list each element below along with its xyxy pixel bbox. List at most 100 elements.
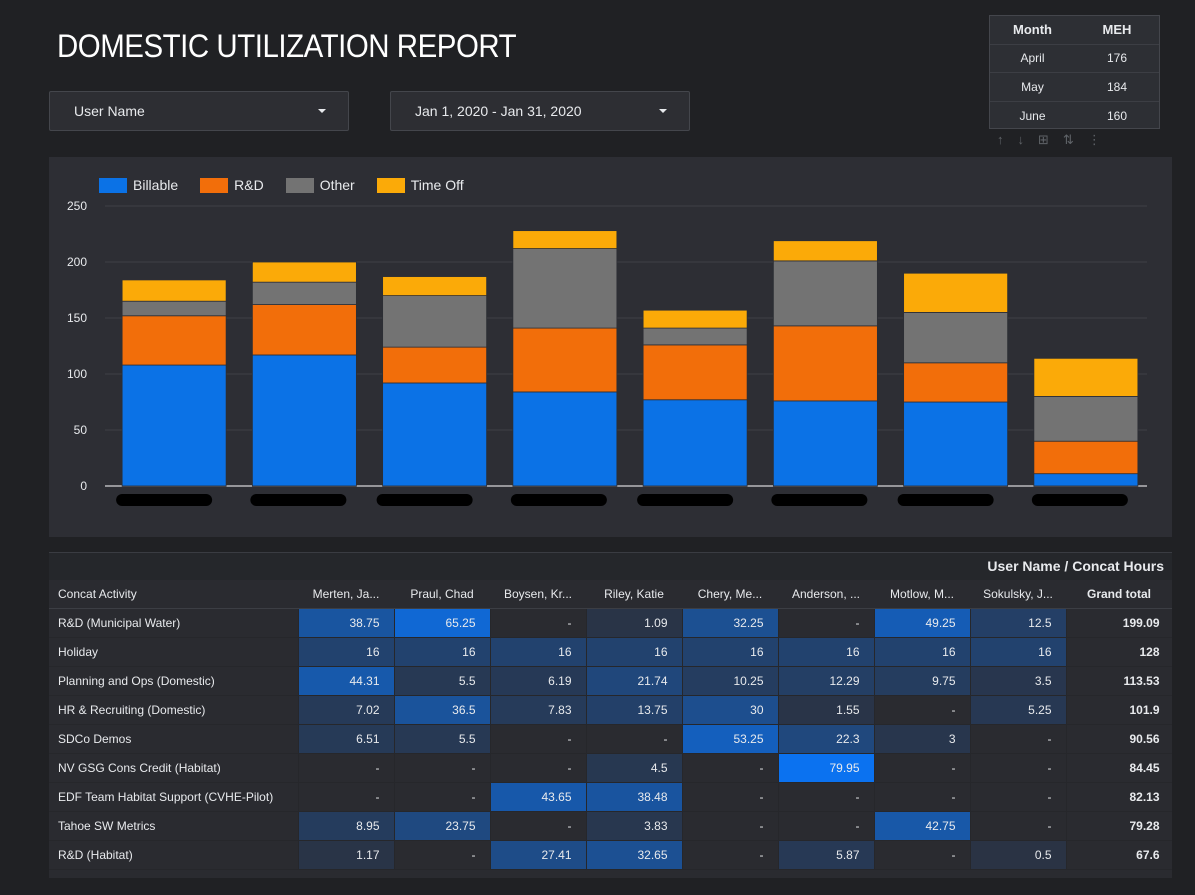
bar-segment[interactable]	[512, 327, 618, 393]
meh-row: May 184	[990, 73, 1159, 102]
chart-settings-icon[interactable]: ⊞	[1038, 132, 1049, 147]
bar-segment[interactable]	[512, 230, 618, 249]
hours-cell: 7.83	[490, 695, 587, 725]
bar-segment[interactable]	[772, 400, 878, 487]
bar-segment[interactable]	[121, 364, 227, 487]
column-header-user[interactable]: Boysen, Kr...	[490, 580, 586, 609]
column-header-user[interactable]: Chery, Me...	[682, 580, 778, 609]
legend-item-billable[interactable]: Billable	[99, 177, 178, 193]
bar-segment[interactable]	[512, 248, 618, 329]
column-header-user[interactable]: Riley, Katie	[586, 580, 682, 609]
x-tick-label-redacted	[1031, 494, 1128, 506]
legend-label: Time Off	[410, 177, 464, 193]
hours-cell: 23.75	[394, 811, 491, 841]
table-row[interactable]: EDF Team Habitat Support (CVHE-Pilot) - -4…	[49, 782, 1172, 812]
table-row[interactable]: HR & Recruiting (Domestic) 7.02 36.5 7.83 13…	[49, 695, 1172, 725]
bar-segment[interactable]	[1033, 357, 1139, 397]
hours-cell: 5.87	[778, 840, 875, 870]
grand-total-cell: 101.9	[1066, 695, 1172, 725]
bar-segment[interactable]	[772, 325, 878, 402]
hours-cell: 36.5	[394, 695, 491, 725]
table-row[interactable]: R&D (Municipal Water) 38.75 65.25-1.09 32.2…	[49, 608, 1172, 638]
bar-segment[interactable]	[903, 362, 1009, 403]
column-header-grand-total[interactable]: Grand total	[1066, 580, 1172, 609]
bar-segment[interactable]	[642, 344, 748, 401]
table-row[interactable]: SDCo Demos 6.51 5.5- -53.25 22.3 3-90.56	[49, 724, 1172, 754]
hours-cell: 53.25	[682, 724, 779, 754]
table-row[interactable]: NV GSG Cons Credit (Habitat) - - -4.5-79.95…	[49, 753, 1172, 783]
meh-value: 176	[1106, 51, 1128, 66]
legend-item-time-off[interactable]: Time Off	[376, 177, 464, 193]
bar-segment[interactable]	[1033, 395, 1139, 442]
column-header-user[interactable]: Anderson, ...	[778, 580, 874, 609]
meh-header-meh[interactable]: MEH	[1102, 22, 1132, 38]
hours-cell: 43.65	[490, 782, 587, 812]
column-header-user[interactable]: Motlow, M...	[874, 580, 970, 609]
bar-segment[interactable]	[512, 391, 618, 487]
column-header-user[interactable]: Sokulsky, J...	[970, 580, 1066, 609]
bar-segment[interactable]	[903, 311, 1009, 364]
hours-cell: 3.5	[970, 666, 1067, 696]
date-range-filter[interactable]: Jan 1, 2020 - Jan 31, 2020	[390, 91, 690, 131]
hours-cell: -	[490, 811, 587, 841]
meh-header-month[interactable]: Month	[1013, 22, 1052, 38]
hours-cell: 27.41	[490, 840, 587, 870]
legend-swatch-time-off	[376, 177, 405, 193]
hours-cell: -	[490, 608, 587, 638]
activity-cell: Planning and Ops (Domestic)	[49, 666, 299, 696]
bar-segment[interactable]	[382, 382, 488, 487]
table-row[interactable]: R&D (Habitat) 1.17-27.41 32.65-5.87-0.5 67.…	[49, 840, 1172, 870]
sort-az-icon[interactable]: ⇅	[1062, 132, 1074, 147]
hours-cell: 9.75	[874, 666, 971, 696]
meh-row: April 176	[990, 45, 1159, 73]
bar-segment[interactable]	[251, 261, 357, 283]
x-tick-label-redacted	[897, 494, 994, 506]
legend-item-rnd[interactable]: R&D	[200, 177, 264, 193]
hours-cell: 32.65	[586, 840, 683, 870]
bar-segment[interactable]	[1033, 440, 1139, 475]
bar-segment[interactable]	[382, 295, 488, 348]
bar-segment[interactable]	[642, 399, 748, 487]
bar-segment[interactable]	[1033, 473, 1139, 487]
page-title: DOMESTIC UTILIZATION REPORT	[57, 28, 517, 64]
bar-segment[interactable]	[382, 346, 488, 384]
hours-cell: 8.95	[298, 811, 395, 841]
bar-segment[interactable]	[903, 401, 1009, 487]
sort-descending-icon[interactable]: ↓	[1017, 132, 1025, 147]
caret-down-icon	[318, 109, 326, 113]
table-row[interactable]: Holiday 16 16 16 16 16 16 16 16 128	[49, 637, 1172, 667]
hours-cell: 49.25	[874, 608, 971, 638]
bar-segment[interactable]	[772, 240, 878, 262]
legend-item-other[interactable]: Other	[285, 177, 355, 193]
legend-swatch-rnd	[200, 177, 229, 193]
bar-segment[interactable]	[251, 281, 357, 305]
column-header-activity[interactable]: Concat Activity	[49, 580, 298, 609]
hours-cell: 1.17	[298, 840, 395, 870]
grand-total-cell: 82.13	[1066, 782, 1172, 812]
bar-segment[interactable]	[121, 279, 227, 302]
column-header-user[interactable]: Merten, Ja...	[298, 580, 394, 609]
hours-cell: 13.75	[586, 695, 683, 725]
bar-segment[interactable]	[642, 327, 748, 346]
bar-segment[interactable]	[382, 276, 488, 296]
table-row[interactable]: Planning and Ops (Domestic) 44.31 5.5 6.19 2…	[49, 666, 1172, 696]
sort-ascending-icon[interactable]: ↑	[997, 132, 1004, 147]
meh-table: Month MEH April 176 May 184 June 160	[989, 15, 1160, 129]
hours-cell: -	[970, 724, 1067, 754]
user-name-filter[interactable]: User Name	[49, 91, 349, 131]
hours-cell: 38.75	[298, 608, 395, 638]
hours-cell: -	[970, 753, 1067, 783]
hours-cell: 16	[682, 637, 779, 667]
bar-segment[interactable]	[251, 354, 357, 487]
hours-cell: 16	[490, 637, 587, 667]
hours-cell: -	[874, 782, 971, 812]
bar-segment[interactable]	[642, 309, 748, 329]
bar-segment[interactable]	[772, 260, 878, 327]
bar-segment[interactable]	[903, 272, 1009, 313]
table-row[interactable]: Tahoe SW Metrics 8.95 23.75-3.83- -42.75-79…	[49, 811, 1172, 841]
bar-segment[interactable]	[121, 315, 227, 366]
bar-segment[interactable]	[251, 304, 357, 356]
bar-segment[interactable]	[121, 300, 227, 317]
more-options-icon[interactable]: ⋮	[1087, 132, 1101, 147]
column-header-user[interactable]: Praul, Chad	[394, 580, 490, 609]
